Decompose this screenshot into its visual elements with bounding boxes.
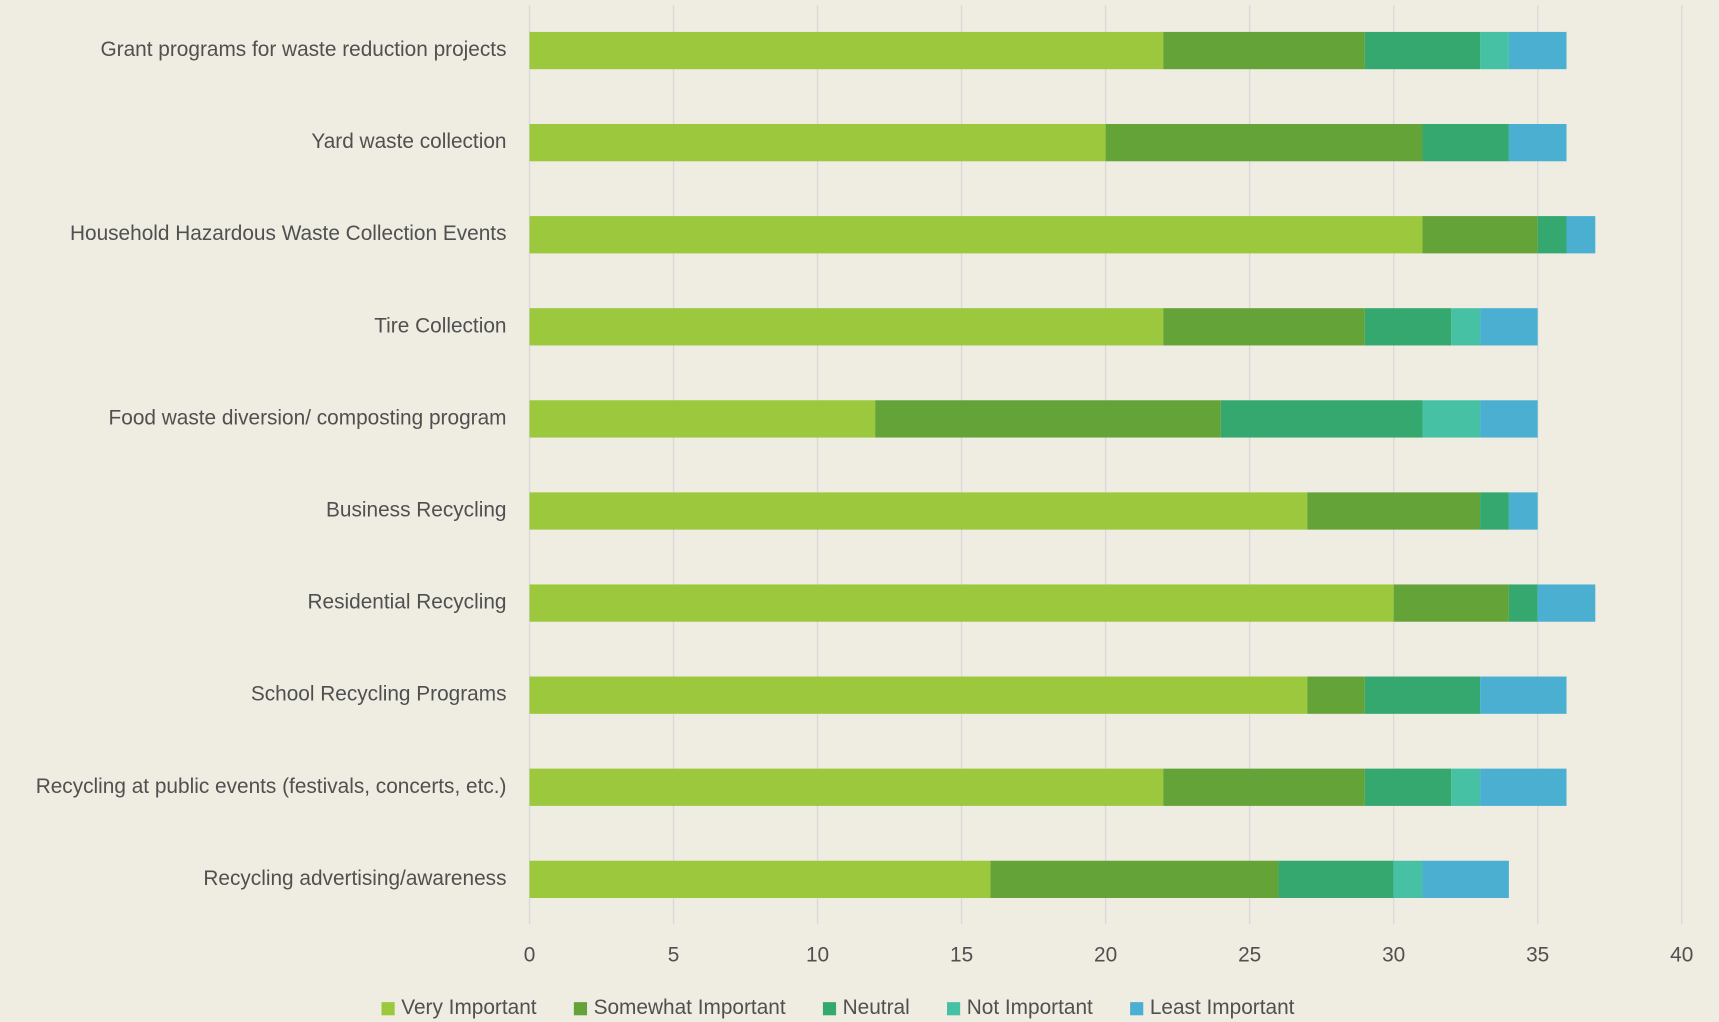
bar-segment [990,860,1279,898]
bar-segment [1220,400,1423,438]
x-tick-label: 10 [806,944,829,967]
y-tick-label: Food waste diversion/ composting program [109,406,507,429]
bar-segment [1364,768,1452,806]
bar-segment [1393,584,1509,622]
x-tick-label: 5 [668,944,680,967]
bar-segment [1307,492,1481,530]
bar-segment [1278,860,1394,898]
legend-swatch [947,1002,961,1016]
bar-segment [1364,676,1481,714]
bar-segment [529,768,1164,806]
legend-swatch [1130,1002,1144,1016]
legend-swatch [381,1002,395,1016]
bar-segment [1537,216,1567,254]
bar-segment [1480,400,1538,438]
bar-segment [875,400,1221,438]
legend-label: Least Important [1150,996,1295,1019]
x-tick-label: 15 [950,944,973,967]
bar-segment [1480,492,1509,530]
x-tick-label: 35 [1526,944,1549,967]
y-tick-label: Tire Collection [374,314,506,337]
bar-segment [529,676,1308,714]
bar-segment [1422,860,1509,898]
bar-segment [1508,584,1538,622]
x-tick-label: 40 [1670,944,1693,967]
y-tick-label: Grant programs for waste reduction proje… [100,38,506,61]
legend-swatch [822,1002,837,1016]
bar-segment [1163,768,1365,806]
y-tick-label: School Recycling Programs [251,683,507,706]
bar-segment [1480,308,1538,346]
bar-segment [1480,31,1509,70]
bar-segment [1163,31,1365,70]
bar-segment [1480,768,1567,806]
x-tick-label: 20 [1094,944,1117,967]
legend-label: Somewhat Important [594,996,786,1019]
bar-segment [1451,308,1481,346]
x-tick-label: 30 [1382,944,1405,967]
bar-segment [1393,860,1423,898]
y-tick-label: Recycling advertising/awareness [203,867,506,890]
bar-segment [1163,308,1365,346]
bar-segment [529,584,1394,622]
bar-segment [529,216,1423,254]
bar-segment [1508,31,1567,70]
x-tick-label: 0 [524,944,536,967]
y-tick-label: Business Recycling [326,499,506,522]
bar-segment [1480,676,1567,714]
bar-segment [529,492,1308,530]
bar-segment [529,860,991,898]
bar-segment [1105,124,1423,162]
bar-segment [1566,216,1596,254]
legend-swatch [573,1002,588,1016]
y-tick-label: Recycling at public events (festivals, c… [36,775,507,798]
y-tick-label: Household Hazardous Waste Collection Eve… [70,222,507,245]
bar-segment [1307,676,1365,714]
bar-segment [529,400,876,438]
bar-segment [1422,400,1481,438]
legend-label: Very Important [401,996,537,1019]
bar-segment [529,308,1164,346]
bar-segment [1508,124,1567,162]
bar-segment [1364,308,1452,346]
bar-segment [1422,124,1509,162]
bar-segment [1422,216,1538,254]
bar-segment [1451,768,1481,806]
bar-segment [1537,584,1596,622]
x-tick-label: 25 [1238,944,1261,967]
bar-segment [1364,31,1481,70]
bar-segment [529,31,1164,70]
legend-label: Neutral [843,996,910,1019]
y-tick-label: Residential Recycling [308,591,507,614]
y-tick-label: Yard waste collection [311,130,506,153]
legend-label: Not Important [967,996,1093,1019]
bar-segment [1508,492,1538,530]
bar-segment [529,124,1106,162]
